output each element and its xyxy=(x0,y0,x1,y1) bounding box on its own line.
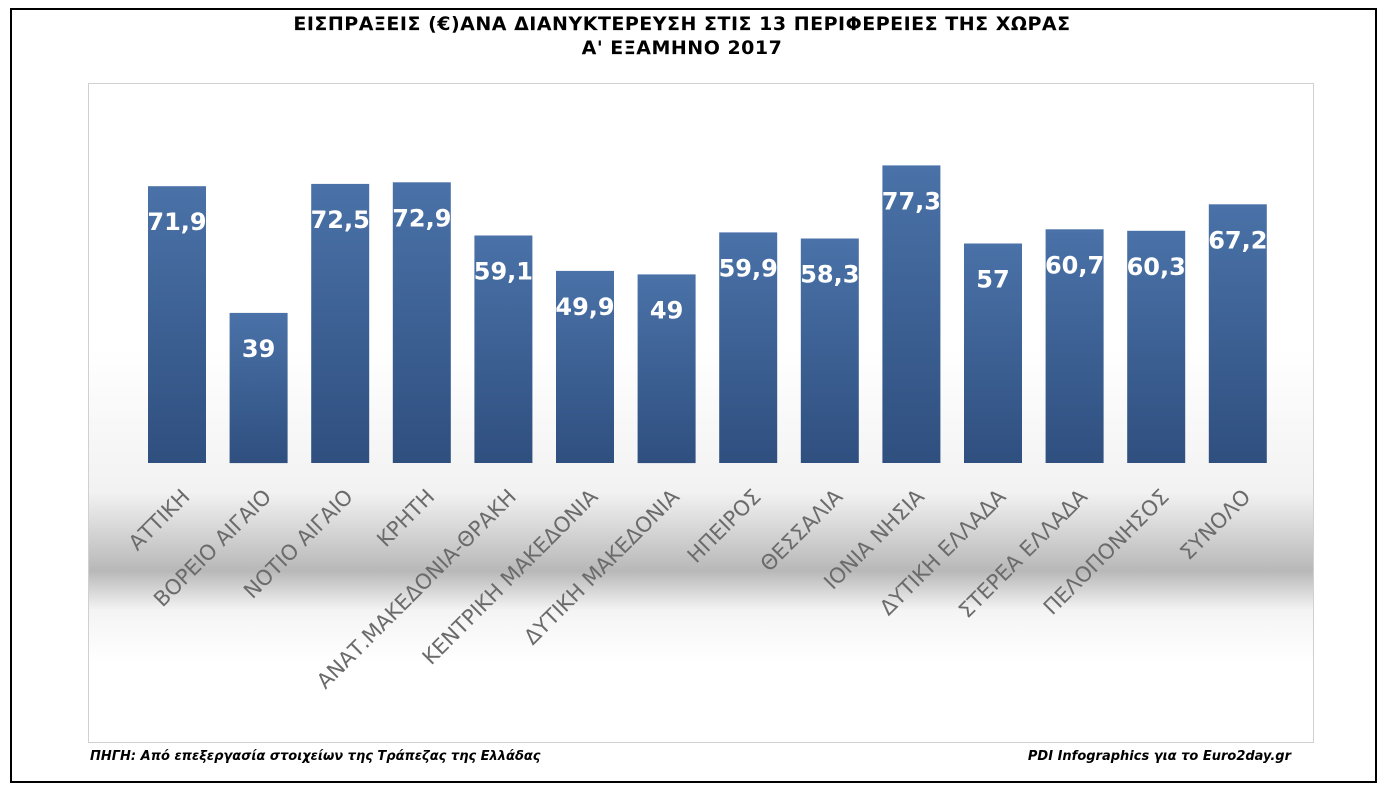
bar-value-label-11: 60,7 xyxy=(1045,251,1104,279)
plot-area xyxy=(88,83,1314,743)
title-line-1: ΕΙΣΠΡΑΞΕΙΣ (€)ΑΝΑ ΔΙΑΝΥΚΤΕΡΕΥΣΗ ΣΤΙΣ 13 … xyxy=(293,13,1071,35)
bar-value-label-0: 71,9 xyxy=(147,208,206,236)
category-label-7: ΗΠΕΙΡΟΣ xyxy=(683,485,766,568)
bar-6 xyxy=(637,274,696,464)
category-label-13: ΣΥΝΟΛΟ xyxy=(1175,485,1255,565)
bar-value-label-13: 67,2 xyxy=(1208,226,1267,254)
category-label-6: ΔΥΤΙΚΗ ΜΑΚΕΔΟΝΙΑ xyxy=(519,484,684,649)
bar-value-label-3: 72,9 xyxy=(392,204,451,232)
bar-value-label-8: 58,3 xyxy=(800,261,859,289)
bar-11 xyxy=(1045,229,1104,463)
source-note: ΠΗΓΗ: Από επεξεργασία στοιχείων της Τράπ… xyxy=(90,749,541,764)
bar-value-label-9: 77,3 xyxy=(882,187,941,215)
bar-value-label-5: 49,9 xyxy=(555,293,614,321)
bar-value-label-2: 72,5 xyxy=(311,206,370,234)
bar-7 xyxy=(719,232,778,463)
title-line-2: Α' ΕΞΑΜΗΝΟ 2017 xyxy=(581,37,783,59)
bar-value-label-12: 60,3 xyxy=(1127,253,1186,281)
bar-value-label-10: 57 xyxy=(976,266,1009,294)
bar-9 xyxy=(882,165,941,463)
bar-12 xyxy=(1127,230,1186,463)
bar-4 xyxy=(474,235,533,463)
category-label-3: ΚΡΗΤΗ xyxy=(372,485,439,552)
bar-value-label-1: 39 xyxy=(242,335,275,363)
bar-10 xyxy=(964,243,1022,463)
bar-value-label-7: 59,9 xyxy=(719,254,778,282)
credit-note: PDI Infographics για το Euro2day.gr xyxy=(1027,749,1291,764)
bar-5 xyxy=(556,270,614,463)
category-label-0: ΑΤΤΙΚΗ xyxy=(124,485,195,556)
bar-0 xyxy=(148,186,206,463)
bar-2 xyxy=(311,183,370,463)
bar-8 xyxy=(800,238,859,463)
bar-13 xyxy=(1208,204,1267,464)
bar-3 xyxy=(392,182,451,464)
bar-value-label-6: 49 xyxy=(650,296,683,324)
bar-value-label-4: 59,1 xyxy=(474,258,533,286)
bar-1 xyxy=(229,312,288,464)
chart-title: ΕΙΣΠΡΑΞΕΙΣ (€)ΑΝΑ ΔΙΑΝΥΚΤΕΡΕΥΣΗ ΣΤΙΣ 13 … xyxy=(12,12,1352,60)
